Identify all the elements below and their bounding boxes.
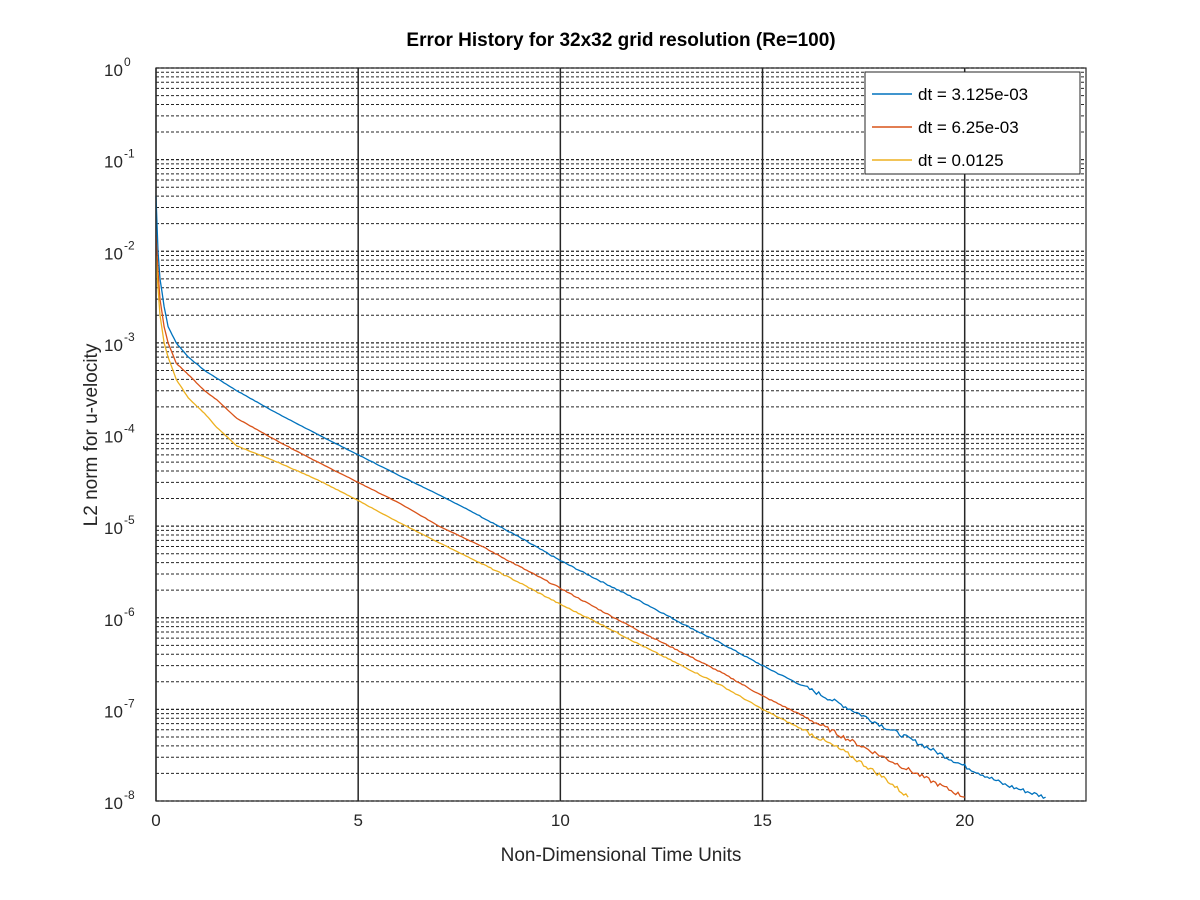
y-tick-label: 10: [104, 611, 123, 630]
y-tick-label: 10: [104, 336, 123, 355]
y-tick-exponent: -2: [124, 238, 135, 252]
y-tick-exponent: -8: [124, 788, 135, 802]
x-tick-label: 20: [955, 811, 974, 830]
y-tick-label: 10: [104, 428, 123, 447]
y-tick-label: 10: [104, 244, 123, 263]
x-tick-label: 0: [151, 811, 160, 830]
legend-label-3: dt = 0.0125: [918, 151, 1004, 170]
y-axis-label: L2 norm for u-velocity: [81, 343, 102, 526]
y-tick-exponent: -6: [124, 605, 135, 619]
x-tick-label: 15: [753, 811, 772, 830]
series-layer: [155, 196, 1046, 800]
y-tick-exponent: 0: [124, 55, 131, 69]
series-line-1: [155, 196, 1046, 800]
y-tick-label: 10: [104, 153, 123, 172]
y-tick-exponent: -3: [124, 330, 135, 344]
y-tick-exponent: -7: [124, 696, 135, 710]
legend-label-1: dt = 3.125e-03: [918, 85, 1028, 104]
series-line-2: [155, 235, 965, 798]
x-tick-label: 10: [551, 811, 570, 830]
grid: [155, 67, 1086, 802]
legend-label-2: dt = 6.25e-03: [918, 118, 1019, 137]
x-axis-label: Non-Dimensional Time Units: [501, 845, 742, 866]
y-tick-label: 10: [104, 794, 123, 813]
y-tick-exponent: -1: [124, 147, 135, 161]
y-tick-label: 10: [104, 702, 123, 721]
axes-box: [155, 67, 1087, 802]
x-tick-label: 5: [353, 811, 362, 830]
y-tick-exponent: -5: [124, 513, 135, 527]
chart-title: Error History for 32x32 grid resolution …: [406, 30, 835, 51]
series-line-3: [155, 255, 909, 798]
y-tick-label: 10: [104, 519, 123, 538]
ticks: 0 5 10 15 2010-810-710-610-510-410-310-210-1…: [104, 55, 974, 830]
legend: dt = 3.125e-03 dt = 6.25e-03 dt = 0.0125: [864, 71, 1081, 175]
y-tick-label: 10: [104, 61, 123, 80]
legend-box: [864, 71, 1081, 175]
y-tick-exponent: -4: [124, 422, 135, 436]
